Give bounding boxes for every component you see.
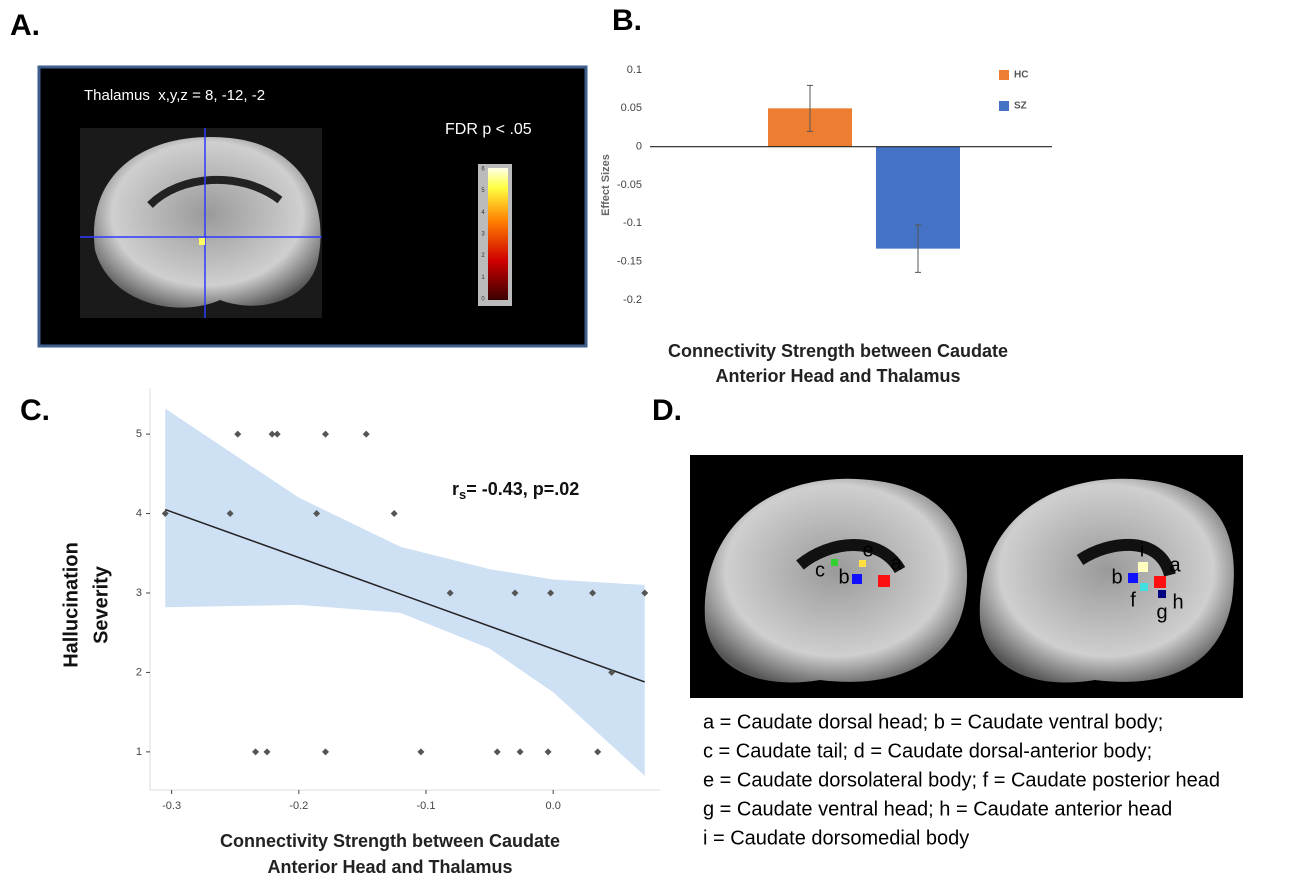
roi-label: a xyxy=(1169,554,1181,576)
threshold-text: FDR p < .05 xyxy=(445,121,532,138)
legend-label: SZ xyxy=(1014,101,1027,112)
y-tick-label: 0.1 xyxy=(627,64,642,76)
roi-label: h xyxy=(1172,591,1183,613)
point xyxy=(594,748,601,755)
point xyxy=(545,748,552,755)
roi-label: a xyxy=(890,552,902,574)
brain-slice xyxy=(94,137,321,308)
y-tick-label: 0.05 xyxy=(621,102,642,114)
point xyxy=(363,431,370,438)
roi-marker xyxy=(1154,576,1166,588)
activation xyxy=(199,238,205,245)
roi-marker xyxy=(1128,573,1138,583)
x-axis-label: Connectivity Strength between Caudate xyxy=(220,831,560,851)
annotation-part: = -0.43, p=.02 xyxy=(466,479,579,499)
roi-label: c xyxy=(815,559,825,581)
y-axis-label: Severity xyxy=(90,565,112,644)
coordinate-text: Thalamus x,y,z = 8, -12, -2 xyxy=(84,87,265,104)
point xyxy=(252,748,259,755)
roi-label: g xyxy=(1156,601,1167,623)
roi-label: b xyxy=(1111,566,1122,588)
y-tick-label: 5 xyxy=(136,428,142,440)
point xyxy=(417,748,424,755)
legend-line: e = Caudate dorsolateral body; f = Cauda… xyxy=(703,769,1220,791)
colorbar xyxy=(488,168,508,300)
roi-label: e xyxy=(862,539,873,561)
x-axis-label: Connectivity Strength between Caudate xyxy=(668,341,1008,361)
x-tick-label: -0.3 xyxy=(162,800,181,812)
legend-line: i = Caudate dorsomedial body xyxy=(703,827,969,849)
roi-marker xyxy=(831,559,838,566)
roi-label: b xyxy=(838,566,849,588)
legend-swatch xyxy=(999,70,1009,80)
legend-line: g = Caudate ventral head; h = Caudate an… xyxy=(703,798,1172,820)
y-tick-label: -0.2 xyxy=(623,294,642,306)
panel-label: C. xyxy=(20,394,50,427)
y-tick-label: 1 xyxy=(136,746,142,758)
roi-label: f xyxy=(1130,589,1136,611)
roi-marker xyxy=(1140,583,1148,591)
panel-label: A. xyxy=(10,9,40,42)
annotation-part: s xyxy=(459,487,466,502)
point xyxy=(234,431,241,438)
annotation-part: r xyxy=(452,479,459,499)
x-axis-label: Anterior Head and Thalamus xyxy=(267,857,512,877)
x-axis-label: Anterior Head and Thalamus xyxy=(715,366,960,386)
point xyxy=(274,431,281,438)
x-tick-label: 0.0 xyxy=(546,800,561,812)
y-axis-label: Effect Sizes xyxy=(600,154,612,216)
roi-marker xyxy=(878,575,890,587)
y-tick-label: -0.05 xyxy=(617,179,642,191)
y-tick-label: -0.15 xyxy=(617,256,642,268)
legend-swatch xyxy=(999,101,1009,111)
x-tick-label: -0.2 xyxy=(289,800,308,812)
legend-line: a = Caudate dorsal head; b = Caudate ven… xyxy=(703,711,1163,733)
roi-marker xyxy=(852,574,862,584)
figure: A. B. C. D. Thalamus x,y,z = 8, -12, -2 … xyxy=(0,0,1316,882)
point xyxy=(391,510,398,517)
panel-label: D. xyxy=(652,394,682,427)
y-tick-label: -0.1 xyxy=(623,217,642,229)
y-tick-label: 2 xyxy=(136,666,142,678)
legend-line: c = Caudate tail; d = Caudate dorsal-ant… xyxy=(703,740,1152,762)
roi-marker xyxy=(1158,590,1166,598)
panel-label: B. xyxy=(612,4,642,37)
x-tick-label: -0.1 xyxy=(417,800,436,812)
point xyxy=(517,748,524,755)
y-tick-label: 0 xyxy=(636,141,642,153)
y-tick-label: 3 xyxy=(136,587,142,599)
roi-label: i xyxy=(1140,539,1144,561)
annotation: rs= -0.43, p=.02 xyxy=(452,479,579,503)
point xyxy=(494,748,501,755)
point xyxy=(264,748,271,755)
y-tick-label: 4 xyxy=(136,507,142,519)
legend-label: HC xyxy=(1014,70,1028,81)
y-axis-label: Hallucination xyxy=(60,542,82,668)
roi-marker xyxy=(1138,562,1148,572)
point xyxy=(322,431,329,438)
confidence-band xyxy=(165,409,644,776)
point xyxy=(322,748,329,755)
